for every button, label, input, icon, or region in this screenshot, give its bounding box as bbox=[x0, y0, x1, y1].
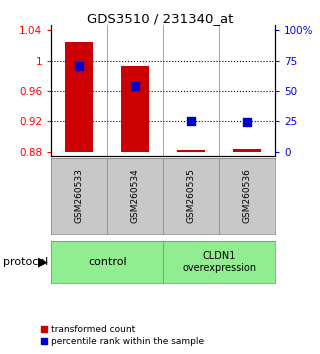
Bar bbox=[65, 41, 93, 152]
Text: control: control bbox=[88, 257, 126, 267]
Point bbox=[245, 119, 250, 125]
Text: ▶: ▶ bbox=[38, 256, 48, 268]
Point bbox=[189, 118, 194, 124]
Text: GSM260535: GSM260535 bbox=[187, 168, 196, 223]
Text: GSM260534: GSM260534 bbox=[131, 168, 140, 223]
Text: GSM260533: GSM260533 bbox=[75, 168, 84, 223]
Text: GSM260536: GSM260536 bbox=[243, 168, 252, 223]
Bar bbox=[121, 66, 149, 152]
Text: GDS3510 / 231340_at: GDS3510 / 231340_at bbox=[87, 12, 233, 25]
Point bbox=[133, 83, 138, 88]
Bar bbox=[177, 150, 205, 152]
Bar bbox=[233, 149, 261, 152]
Point bbox=[77, 63, 82, 69]
Legend: transformed count, percentile rank within the sample: transformed count, percentile rank withi… bbox=[36, 321, 208, 349]
Text: CLDN1
overexpression: CLDN1 overexpression bbox=[182, 251, 256, 273]
Text: protocol: protocol bbox=[3, 257, 48, 267]
